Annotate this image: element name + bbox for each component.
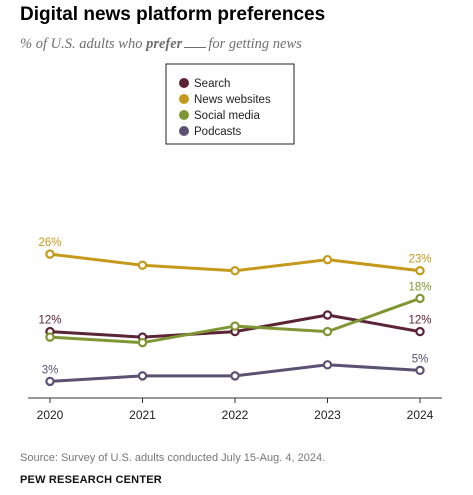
- data-label: 26%: [38, 237, 61, 249]
- data-point: [137, 337, 148, 348]
- data-point: [45, 332, 55, 342]
- x-tick-label: 2020: [37, 408, 64, 422]
- data-point: [415, 365, 425, 376]
- data-label: 12%: [38, 315, 61, 327]
- legend-swatch: [179, 110, 189, 120]
- data-label: 23%: [408, 254, 431, 266]
- data-point: [322, 326, 333, 337]
- data-point: [45, 249, 55, 259]
- subtitle-emphasis: prefer: [146, 36, 183, 52]
- chart-title: Digital news platform preferences: [20, 4, 326, 25]
- legend-swatch: [179, 94, 189, 104]
- data-point: [45, 376, 55, 387]
- source-note: Source: Survey of U.S. adults conducted …: [20, 452, 326, 464]
- data-point: [230, 371, 240, 381]
- data-label: 3%: [42, 364, 59, 376]
- data-point: [415, 293, 425, 304]
- chart-subtitle: % of U.S. adults who prefer for getting n…: [20, 36, 302, 53]
- x-tick-label: 2021: [129, 408, 156, 422]
- data-point: [322, 360, 333, 370]
- data-point: [230, 321, 240, 331]
- data-point: [415, 326, 425, 337]
- legend-label: News websites: [194, 94, 271, 106]
- data-point: [230, 266, 240, 276]
- legend-swatch: [179, 126, 189, 136]
- data-point: [137, 371, 148, 381]
- subtitle-prefix: % of U.S. adults who: [20, 36, 143, 52]
- x-tick-label: 2022: [222, 408, 249, 422]
- legend-label: Search: [194, 78, 230, 90]
- legend-swatch: [179, 78, 189, 88]
- data-label: 5%: [412, 353, 429, 365]
- subtitle-blank: [184, 47, 207, 48]
- data-point: [137, 260, 148, 270]
- data-label: 12%: [408, 315, 431, 327]
- x-tick-label: 2023: [314, 408, 341, 422]
- data-label: 18%: [408, 281, 431, 293]
- x-tick-label: 2024: [407, 408, 434, 422]
- data-point: [322, 310, 333, 320]
- subtitle-suffix: for getting news: [208, 36, 302, 52]
- legend-label: Social media: [194, 110, 260, 122]
- legend-label: Podcasts: [194, 126, 242, 138]
- data-point: [322, 254, 333, 265]
- data-point: [415, 266, 425, 276]
- organization-name: PEW RESEARCH CENTER: [20, 474, 162, 486]
